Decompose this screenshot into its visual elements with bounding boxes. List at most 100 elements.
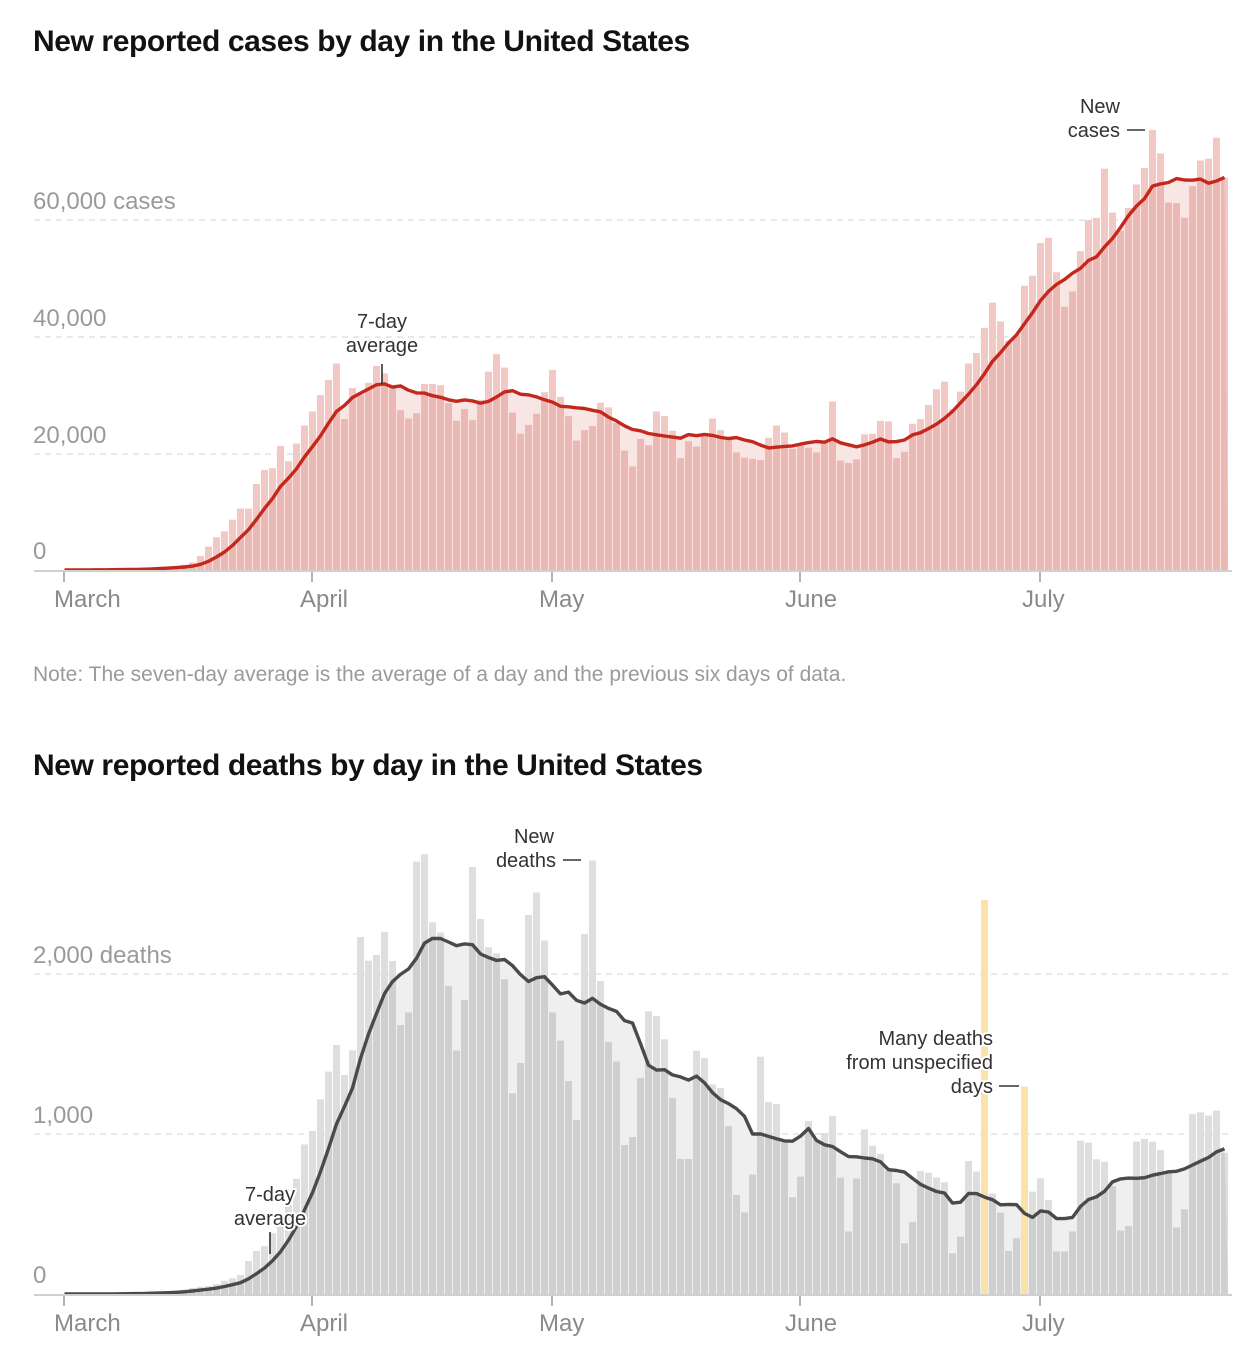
month-label-march: March <box>54 586 121 613</box>
deaths-bar-below-average <box>877 1154 884 1294</box>
cases-bar-below-average <box>1133 184 1140 570</box>
annotation-unspecified-line2: from unspecified <box>846 1052 993 1074</box>
cases-bar-below-average <box>893 458 900 570</box>
month-label-june: June <box>785 586 837 613</box>
annotation-7day-avg-line2: average <box>234 1208 306 1230</box>
deaths-bar-below-average <box>389 961 396 1294</box>
month-label-may: May <box>539 1310 584 1337</box>
deaths-bar-below-average <box>805 1121 812 1294</box>
cases-bar-below-average <box>621 451 628 570</box>
deaths-bar-below-average <box>693 1051 700 1294</box>
cases-bar-below-average <box>709 418 716 570</box>
cases-bar-below-average <box>805 448 812 570</box>
month-label-july: July <box>1022 586 1065 613</box>
deaths-bar-below-average <box>437 932 444 1294</box>
deaths-bar-below-average <box>813 1140 820 1294</box>
deaths-bar-below-average <box>597 981 604 1294</box>
cases-bar-below-average <box>997 321 1004 570</box>
cases-bar-below-average <box>853 459 860 570</box>
deaths-bar-below-average <box>989 1193 996 1294</box>
cases-bar-below-average <box>557 397 564 570</box>
cases-bar-below-average <box>461 409 468 570</box>
y-label-0: 0 <box>33 1262 46 1289</box>
deaths-bar-below-average <box>621 1145 628 1294</box>
cases-bar-below-average <box>597 403 604 570</box>
deaths-bar-below-average <box>869 1146 876 1294</box>
deaths-bar-below-average <box>957 1237 964 1294</box>
deaths-bar-below-average <box>477 919 484 1294</box>
annotation-new-deaths-line2: deaths <box>496 850 556 872</box>
cases-bar-below-average <box>445 403 452 570</box>
deaths-bar-below-average <box>741 1212 748 1294</box>
cases-bar-below-average <box>1013 335 1020 570</box>
cases-bar-below-average <box>509 413 516 570</box>
chart-note: Note: The seven-day average is the avera… <box>33 663 846 686</box>
cases-bar-below-average <box>453 421 460 570</box>
deaths-chart: New reported deaths by day in the United… <box>33 749 1232 1337</box>
cases-bar-below-average <box>957 392 964 570</box>
cases-plot <box>61 130 1228 570</box>
cases-bar-below-average <box>669 431 676 570</box>
cases-chart: New reported cases by day in the United … <box>33 25 1232 686</box>
month-label-april: April <box>300 1310 348 1337</box>
cases-bar-below-average <box>389 386 396 570</box>
deaths-bar-below-average <box>429 922 436 1294</box>
cases-bar-below-average <box>797 445 804 570</box>
cases-bar-below-average <box>845 463 852 570</box>
deaths-bar-below-average <box>709 1084 716 1294</box>
cases-bar-below-average <box>397 410 404 570</box>
y-label-20000: 20,000 <box>33 422 106 449</box>
deaths-bar-below-average <box>821 1133 828 1294</box>
cases-bar-below-average <box>749 459 756 570</box>
cases-bar-below-average <box>349 388 356 570</box>
deaths-bar-below-average <box>853 1179 860 1294</box>
cases-bar-below-average <box>813 452 820 570</box>
cases-bar-below-average <box>469 420 476 570</box>
cases-bar-below-average <box>1157 153 1164 570</box>
cases-bar-below-average <box>1197 161 1204 571</box>
cases-bar-below-average <box>677 458 684 570</box>
deaths-bar-below-average <box>565 1081 572 1294</box>
cases-bar-below-average <box>725 438 732 570</box>
annotation-7day-avg-line1: 7-day <box>357 311 407 333</box>
cases-bar-below-average <box>869 434 876 570</box>
deaths-bar-unspecified-days <box>1021 1087 1028 1294</box>
cases-bar-below-average <box>429 384 436 570</box>
deaths-bar-below-average <box>917 1171 924 1294</box>
cases-bar-below-average <box>1173 203 1180 570</box>
cases-bar-below-average <box>1085 220 1092 570</box>
deaths-bar-below-average <box>885 1171 892 1294</box>
deaths-bar-below-average <box>949 1253 956 1294</box>
cases-bar-below-average <box>1205 159 1212 570</box>
cases-bar-below-average <box>781 433 788 570</box>
deaths-bar-below-average <box>485 947 492 1294</box>
month-label-april: April <box>300 586 348 613</box>
cases-bar-below-average <box>1117 231 1124 570</box>
cases-bar-below-average <box>525 425 532 570</box>
deaths-bar-below-average <box>941 1182 948 1294</box>
cases-bar-below-average <box>629 466 636 570</box>
deaths-bar-below-average <box>637 1078 644 1294</box>
deaths-bar-below-average <box>453 1051 460 1294</box>
deaths-chart-title: New reported deaths by day in the United… <box>33 749 703 782</box>
month-label-march: March <box>54 1310 121 1337</box>
deaths-bar-below-average <box>781 1142 788 1294</box>
y-label-1000: 1,000 <box>33 1102 93 1129</box>
deaths-bar-below-average <box>717 1088 724 1294</box>
cases-chart-title: New reported cases by day in the United … <box>33 25 690 58</box>
cases-bar-below-average <box>541 392 548 570</box>
deaths-bar-below-average <box>893 1183 900 1294</box>
cases-bar-below-average <box>1189 186 1196 570</box>
deaths-bar-below-average <box>1125 1226 1132 1294</box>
month-label-july: July <box>1022 1310 1065 1337</box>
deaths-bar-below-average <box>685 1159 692 1294</box>
deaths-bar-below-average <box>845 1232 852 1294</box>
cases-bar-below-average <box>1149 130 1156 570</box>
annotation-new-cases-line1: New <box>1080 96 1121 118</box>
cases-bar-below-average <box>637 439 644 570</box>
cases-bar-below-average <box>477 400 484 570</box>
deaths-bar-below-average <box>557 1041 564 1294</box>
cases-bar-below-average <box>1165 203 1172 570</box>
deaths-bar-below-average <box>1005 1251 1012 1294</box>
